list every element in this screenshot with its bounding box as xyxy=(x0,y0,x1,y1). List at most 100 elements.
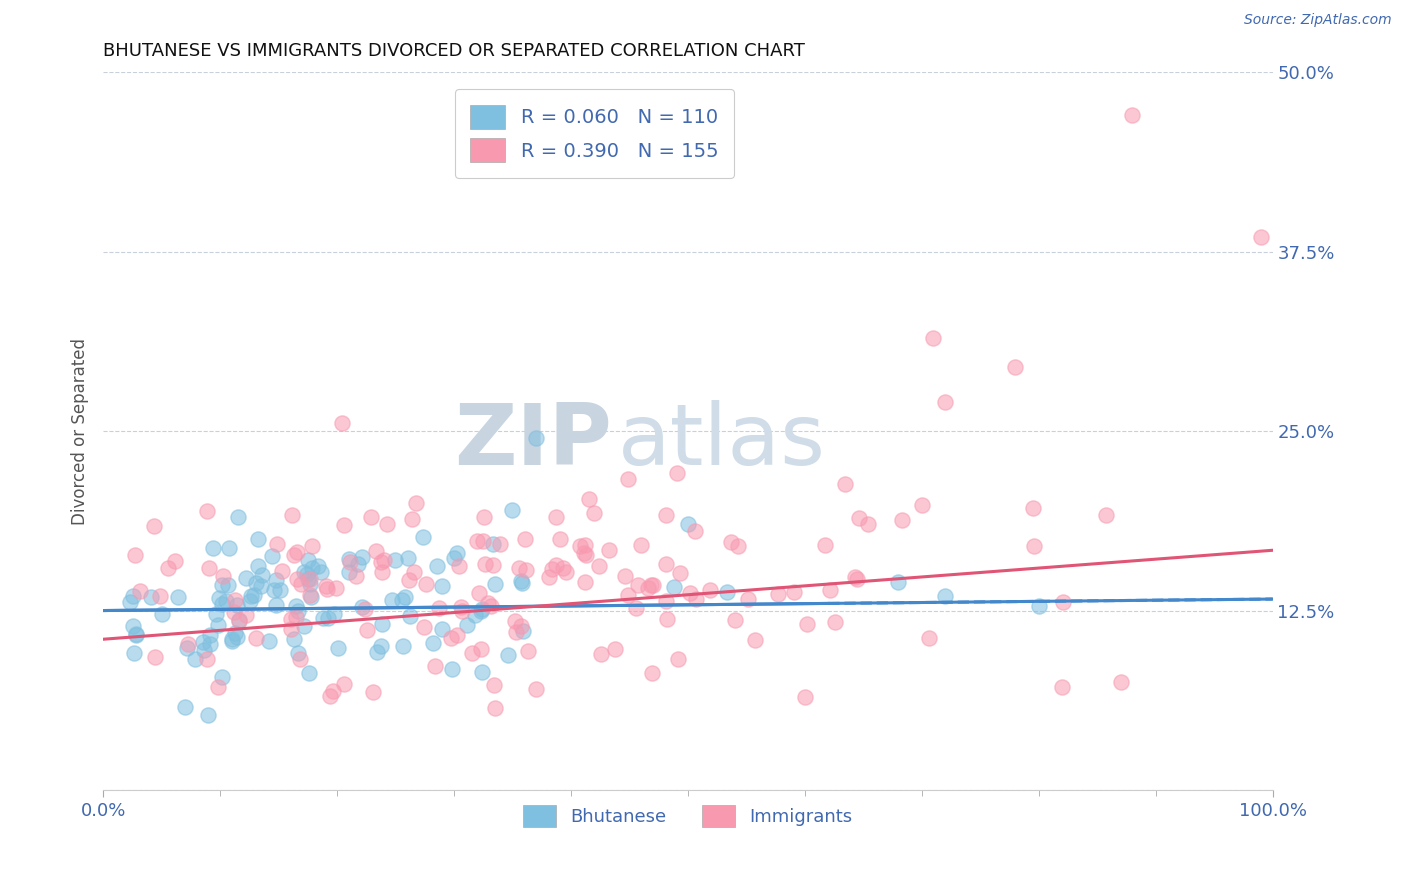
Point xyxy=(371,616,394,631)
Point xyxy=(423,659,446,673)
Point xyxy=(125,626,148,640)
Point xyxy=(911,498,934,512)
Point xyxy=(208,591,231,605)
Point xyxy=(922,331,945,345)
Point xyxy=(226,630,249,644)
Point xyxy=(215,594,238,608)
Point xyxy=(441,662,464,676)
Point xyxy=(412,620,434,634)
Point xyxy=(297,553,319,567)
Point xyxy=(121,618,143,632)
Point xyxy=(655,508,678,522)
Point xyxy=(239,593,262,607)
Point xyxy=(205,607,228,621)
Point xyxy=(384,553,406,567)
Point xyxy=(574,538,596,552)
Point xyxy=(474,557,496,571)
Point xyxy=(174,699,197,714)
Point xyxy=(796,616,818,631)
Point xyxy=(184,652,207,666)
Point xyxy=(245,576,267,591)
Point xyxy=(470,642,492,657)
Point xyxy=(285,572,308,586)
Point xyxy=(398,574,420,588)
Point xyxy=(512,624,534,638)
Point xyxy=(422,635,444,649)
Point xyxy=(247,559,270,574)
Point xyxy=(197,560,219,574)
Point xyxy=(918,631,941,645)
Point xyxy=(124,548,146,562)
Point xyxy=(392,639,415,653)
Point xyxy=(350,549,373,564)
Point xyxy=(643,578,665,592)
Point xyxy=(1004,359,1026,374)
Point xyxy=(450,599,472,614)
Point xyxy=(524,682,547,697)
Point xyxy=(426,559,449,574)
Point xyxy=(284,610,307,624)
Point xyxy=(505,625,527,640)
Point xyxy=(249,579,271,593)
Point xyxy=(290,577,312,591)
Point xyxy=(655,557,678,571)
Point xyxy=(197,708,219,723)
Point xyxy=(142,518,165,533)
Point xyxy=(149,589,172,603)
Point xyxy=(353,602,375,616)
Point xyxy=(572,546,595,560)
Point xyxy=(1022,539,1045,553)
Point xyxy=(121,589,143,603)
Point xyxy=(627,578,650,592)
Point xyxy=(477,596,499,610)
Point xyxy=(266,573,288,587)
Point xyxy=(515,563,537,577)
Point xyxy=(481,599,503,613)
Point xyxy=(193,635,215,649)
Point xyxy=(666,466,689,480)
Point xyxy=(283,632,305,646)
Point xyxy=(218,541,240,555)
Point xyxy=(482,537,505,551)
Point xyxy=(793,690,815,704)
Point xyxy=(356,624,378,638)
Point xyxy=(1052,595,1074,609)
Point xyxy=(266,537,288,551)
Point xyxy=(399,608,422,623)
Point xyxy=(332,518,354,533)
Point xyxy=(468,586,491,600)
Y-axis label: Divorced or Separated: Divorced or Separated xyxy=(72,338,89,524)
Point xyxy=(239,589,262,603)
Point xyxy=(344,569,367,583)
Point xyxy=(603,642,626,657)
Point xyxy=(554,565,576,579)
Point xyxy=(228,613,250,627)
Point xyxy=(292,565,315,579)
Point xyxy=(588,559,610,574)
Point xyxy=(472,509,495,524)
Point xyxy=(766,587,789,601)
Point xyxy=(591,647,613,661)
Point xyxy=(301,561,323,575)
Point xyxy=(614,569,637,583)
Point xyxy=(221,632,243,646)
Point xyxy=(641,666,664,681)
Point xyxy=(246,532,269,546)
Point xyxy=(824,615,846,630)
Point xyxy=(617,588,640,602)
Point xyxy=(264,598,287,612)
Point xyxy=(352,599,374,614)
Point xyxy=(598,543,620,558)
Point xyxy=(222,605,245,619)
Point xyxy=(394,591,416,605)
Point xyxy=(679,586,702,600)
Point xyxy=(269,582,291,597)
Point xyxy=(1250,230,1272,244)
Text: Source: ZipAtlas.com: Source: ZipAtlas.com xyxy=(1244,13,1392,28)
Point xyxy=(200,628,222,642)
Point xyxy=(461,646,484,660)
Point xyxy=(683,524,706,538)
Point xyxy=(503,614,526,628)
Point xyxy=(339,555,361,569)
Point xyxy=(292,619,315,633)
